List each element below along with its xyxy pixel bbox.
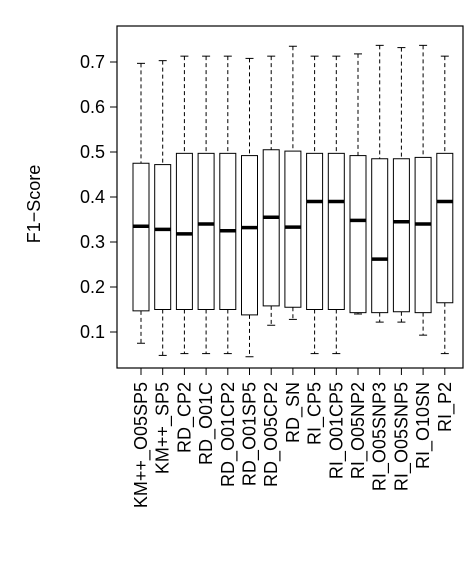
boxes-layer <box>132 44 454 358</box>
x-tick-label: RD_O01SP5 <box>240 382 261 486</box>
iqr-box <box>132 162 150 312</box>
x-tick-label: RI_CP5 <box>305 382 326 445</box>
box-RD_SN <box>284 45 302 320</box>
box-RI_O01CP5 <box>327 55 345 355</box>
iqr-box <box>371 158 389 314</box>
iqr-box <box>262 149 280 307</box>
x-tick-label: RD_O05CP2 <box>261 382 282 487</box>
x-tick-label: KM++_SP5 <box>153 382 174 474</box>
iqr-box <box>306 152 324 310</box>
x-tick-label: KM++_O05SP5 <box>131 382 152 508</box>
y-tick-label: 0.5 <box>80 142 105 162</box>
iqr-box <box>436 152 454 304</box>
iqr-box <box>175 152 193 310</box>
box-RD_CP2 <box>175 55 193 355</box>
box-RI_CP5 <box>306 55 324 355</box>
box-RD_O01C <box>197 55 215 355</box>
x-tick-label: RI_O05SNP3 <box>370 382 391 491</box>
box-RD_O05CP2 <box>262 55 280 326</box>
iqr-box <box>154 164 172 310</box>
iqr-box <box>284 150 302 308</box>
y-tick-label: 0.1 <box>80 322 105 342</box>
y-tick-label: 0.2 <box>80 277 105 297</box>
y-tick-label: 0.7 <box>80 52 105 72</box>
box-RD_O01CP2 <box>219 55 237 355</box>
x-tick-label: RI_P2 <box>435 382 456 432</box>
iqr-box <box>197 152 215 310</box>
iqr-box <box>414 156 432 314</box>
box-KM++_O05SP5 <box>132 62 150 344</box>
x-tick-label: RD_SN <box>283 382 304 443</box>
x-axis: KM++_O05SP5 KM++_SP5 RD_CP2 RD_O01C RD_O01CP… <box>131 367 456 508</box>
y-axis: 0.1 0.2 0.3 0.4 0.5 0.6 0.7 <box>80 52 118 342</box>
box-KM++_SP5 <box>154 60 172 356</box>
y-axis-title: F1−Score <box>24 165 44 244</box>
y-tick-label: 0.4 <box>80 187 105 207</box>
y-tick-label: 0.3 <box>80 232 105 252</box>
box-RI_P2 <box>436 55 454 355</box>
box-RI_O05SNP5 <box>392 47 410 323</box>
iqr-box <box>241 155 258 316</box>
x-tick-label: RD_O01C <box>196 382 217 465</box>
box-RI_O05SNP3 <box>371 44 389 323</box>
x-tick-label: RD_O01CP2 <box>218 382 239 487</box>
y-tick-label: 0.6 <box>80 97 105 117</box>
box-RI_O10SN <box>414 44 432 336</box>
box-RI_O05NP2 <box>349 53 367 315</box>
x-tick-label: RD_CP2 <box>174 382 195 453</box>
x-tick-label: RI_O05SNP5 <box>391 382 412 491</box>
iqr-box <box>349 155 367 314</box>
x-tick-label: RI_O01CP5 <box>326 382 347 479</box>
iqr-box <box>327 152 345 310</box>
x-tick-label: RI_O10SN <box>413 382 434 469</box>
box-RD_O01SP5 <box>241 57 258 358</box>
x-tick-label: RI_O05NP2 <box>348 382 369 479</box>
iqr-box <box>392 158 410 313</box>
